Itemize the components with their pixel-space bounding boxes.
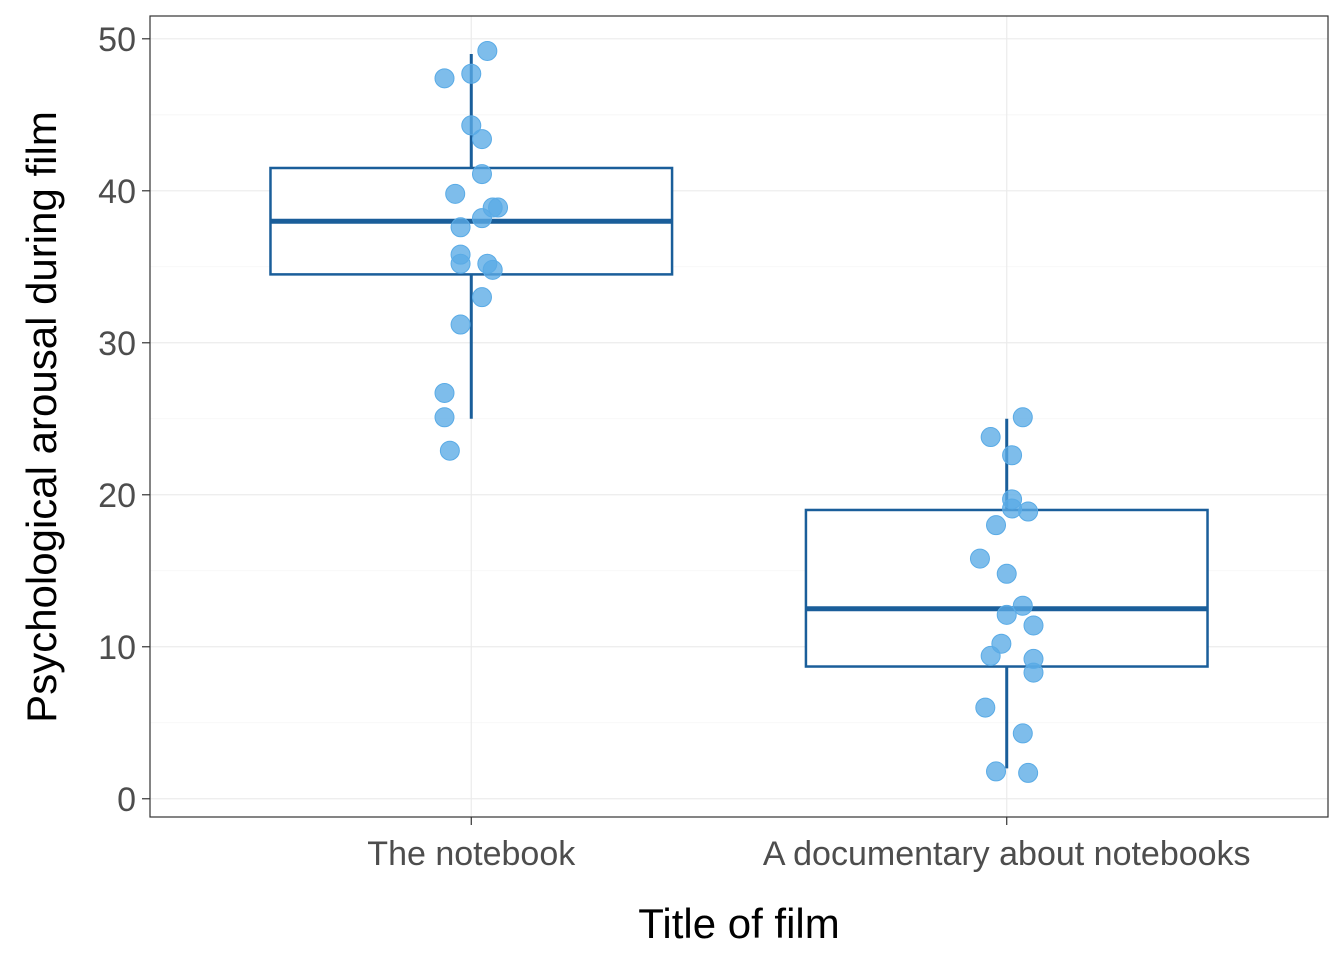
data-point [969,548,990,569]
data-point [471,208,492,229]
data-point [471,129,492,150]
data-point [1018,762,1039,783]
data-points [434,40,1044,783]
data-point [1023,615,1044,636]
data-point [471,164,492,185]
y-tick-label: 20 [98,477,136,515]
y-tick-label: 50 [98,21,136,59]
x-axis-title: Title of film [638,900,839,947]
x-tick-label: A documentary about notebooks [763,835,1251,873]
box-iqr [804,508,1209,668]
data-point [461,115,482,136]
y-axis-title: Psychological arousal during film [18,111,65,723]
data-point [461,63,482,84]
data-point [1018,501,1039,522]
data-point [477,40,498,61]
data-point [1012,595,1033,616]
data-point [996,563,1017,584]
x-axis: The notebook A documentary about notebook… [367,817,1251,873]
data-point [1002,445,1023,466]
x-tick-label: The notebook [367,835,576,873]
data-point [1012,723,1033,744]
data-point [986,761,1007,782]
data-point [450,314,471,335]
data-point [980,427,1001,448]
data-point [482,259,503,280]
data-point [471,287,492,308]
data-point [980,645,1001,666]
y-axis: 0 10 20 30 40 50 [98,21,150,819]
data-point [1023,662,1044,683]
data-point [439,440,460,461]
y-tick-label: 10 [98,629,136,667]
boxplots [269,53,1209,769]
data-point [488,197,509,218]
y-tick-label: 0 [117,781,136,819]
data-point [986,515,1007,536]
data-point [450,217,471,238]
data-point [445,183,466,204]
data-point [996,604,1017,625]
y-tick-label: 30 [98,325,136,363]
data-point [434,68,455,89]
data-point [434,407,455,428]
data-point [434,382,455,403]
data-point [1012,407,1033,428]
data-point [450,253,471,274]
data-point [975,697,996,718]
y-tick-label: 40 [98,173,136,211]
panel-border [149,15,1329,818]
